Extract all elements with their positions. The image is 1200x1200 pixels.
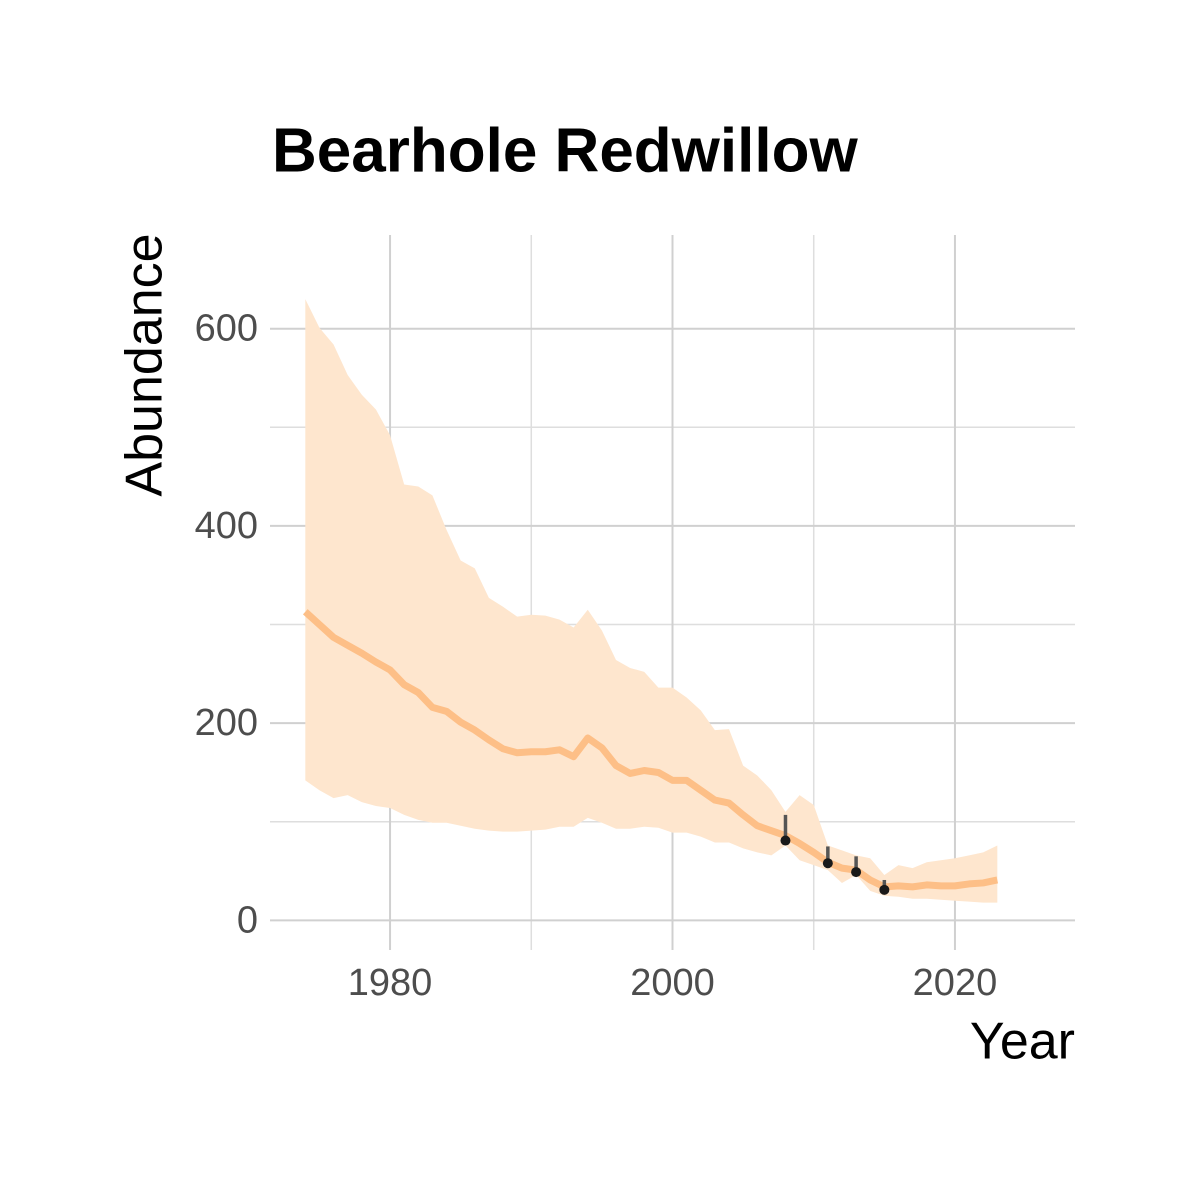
observation-point — [780, 835, 791, 846]
x-tick-label: 2000 — [630, 962, 715, 1004]
y-tick-label: 600 — [195, 308, 258, 350]
y-tick-label: 0 — [237, 899, 258, 941]
y-tick-label: 200 — [195, 702, 258, 744]
x-tick-label: 2020 — [913, 962, 998, 1004]
chart-title: Bearhole Redwillow — [272, 116, 858, 185]
y-tick-label: 400 — [195, 505, 258, 547]
observation-point — [851, 867, 862, 878]
observation-point — [822, 858, 833, 869]
confidence-band — [305, 299, 998, 903]
x-axis-label: Year — [970, 1013, 1075, 1071]
observation-point — [879, 884, 890, 895]
x-tick-label: 1980 — [348, 962, 433, 1004]
y-axis-label: Abundance — [116, 233, 174, 496]
